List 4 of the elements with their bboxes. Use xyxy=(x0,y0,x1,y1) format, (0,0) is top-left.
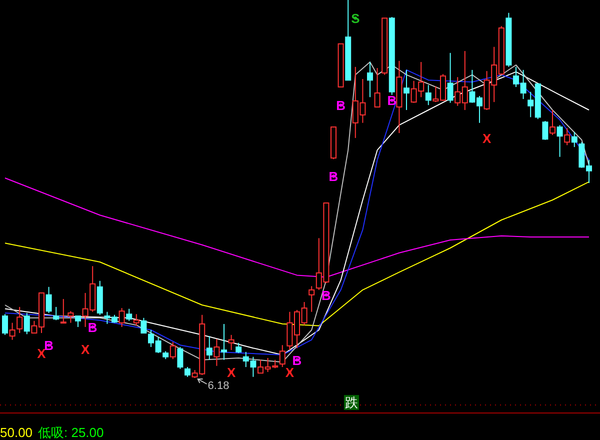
text: 跌 xyxy=(345,395,358,410)
text: 50.00 xyxy=(0,425,33,440)
text: 低吸: 25.00 xyxy=(38,425,104,440)
low-label: 6.18 xyxy=(197,378,230,392)
